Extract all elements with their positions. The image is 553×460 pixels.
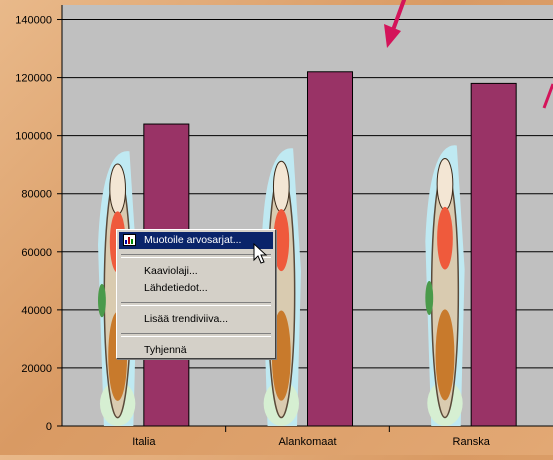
y-tick-label: 40000	[21, 305, 52, 317]
menu-item-clear[interactable]: Tyhjennä	[119, 342, 273, 359]
picture-bar	[425, 145, 465, 426]
picture-bar-head	[272, 160, 290, 213]
x-tick-label: Italia	[132, 436, 156, 448]
x-tick-label: Alankomaat	[278, 436, 336, 448]
picture-bar-detail	[271, 310, 291, 401]
menu-item-chart-type[interactable]: Kaaviolaji...	[119, 263, 273, 280]
menu-item-label: Muotoile arvosarjat...	[144, 234, 242, 246]
y-tick-label: 140000	[15, 15, 52, 27]
data-bar	[470, 82, 517, 427]
annotation-arrow	[391, 0, 406, 32]
picture-bar-detail	[435, 309, 455, 401]
menu-item-label: Tyhjennä	[144, 344, 187, 356]
menu-separator	[121, 302, 271, 306]
menu-separator	[121, 254, 271, 258]
y-tick-label: 120000	[15, 73, 52, 85]
picture-bar-detail	[437, 206, 453, 270]
picture-bar-head	[109, 163, 127, 215]
menu-item-format-series[interactable]: Muotoile arvosarjat...	[119, 232, 273, 249]
picture-bar-detail	[273, 209, 290, 272]
picture-bar-head	[436, 158, 454, 211]
y-tick-label: 0	[46, 421, 52, 433]
y-tick-label: 80000	[21, 189, 52, 201]
x-tick-label: Ranska	[453, 436, 491, 448]
y-tick-label: 20000	[21, 363, 52, 375]
picture-bar-detail	[98, 283, 106, 318]
context-menu: Muotoile arvosarjat... Kaaviolaji... Läh…	[116, 229, 276, 359]
menu-item-label: Kaaviolaji...	[144, 265, 198, 277]
mouse-cursor-icon	[253, 243, 268, 264]
menu-separator	[121, 333, 271, 337]
menu-item-label: Lähdetiedot...	[144, 282, 208, 294]
format-series-icon	[123, 234, 136, 246]
menu-item-source-data[interactable]: Lähdetiedot...	[119, 280, 273, 297]
y-tick-label: 100000	[15, 131, 52, 143]
y-tick-label: 60000	[21, 247, 52, 259]
picture-bar-detail	[425, 280, 434, 316]
annotation-arrow-head	[384, 24, 401, 48]
data-bar	[307, 71, 354, 427]
menu-item-label: Lisää trendiviiva...	[144, 313, 229, 325]
menu-item-add-trendline[interactable]: Lisää trendiviiva...	[119, 311, 273, 328]
annotation-arrow	[542, 83, 553, 109]
